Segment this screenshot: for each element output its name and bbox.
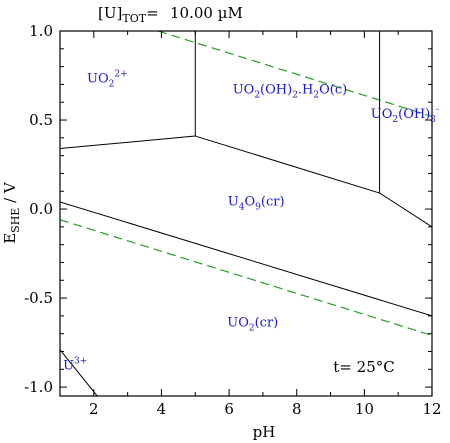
species-label-1: UO22+ bbox=[87, 70, 128, 90]
boundary-line-2 bbox=[195, 135, 432, 228]
plot-frame bbox=[59, 30, 433, 397]
x-axis-label: pH bbox=[253, 423, 276, 441]
species-label-4: U4O9(cr) bbox=[228, 194, 285, 212]
boundary-line-5 bbox=[60, 201, 432, 317]
y-tick-label-3: -0.5 bbox=[24, 289, 53, 307]
x-tick-label-12: 12 bbox=[422, 400, 441, 418]
header-lhs-sub: TOT bbox=[122, 12, 146, 25]
temperature-label: t= 25°C bbox=[333, 358, 394, 376]
species-label-3: UO2(OH)3- bbox=[371, 105, 439, 125]
x-tick-label-2: 2 bbox=[89, 400, 99, 418]
y-tick-label-4: -1.0 bbox=[24, 378, 53, 396]
header-value: 10.00 µM bbox=[170, 4, 243, 22]
x-tick-label-8: 8 bbox=[292, 400, 302, 418]
boundary-line-1 bbox=[60, 135, 196, 150]
x-tick-label-10: 10 bbox=[355, 400, 374, 418]
y-tick-label-2: 0.0 bbox=[29, 200, 53, 218]
x-tick-label-6: 6 bbox=[224, 400, 234, 418]
water-stability-line-2 bbox=[60, 219, 432, 337]
header-eq: = bbox=[146, 4, 159, 22]
water-stability-line-1 bbox=[157, 31, 432, 118]
header-lhs: [U] bbox=[98, 4, 122, 22]
species-label-5: UO2(cr) bbox=[227, 316, 278, 334]
y-tick-label-1: 0.5 bbox=[29, 111, 53, 129]
svg-text:[U]TOT=: [U]TOT= bbox=[98, 4, 159, 25]
y-axis-label: ESHE / V bbox=[1, 181, 22, 244]
y-tick-label-0: 1.0 bbox=[29, 22, 53, 40]
plot-area: 2 4 6 8 10 12 1.0 0.5 0.0 -0.5 -1.0 UO22+ UO2(OH)2.H… bbox=[24, 22, 441, 418]
species-label-2: UO2(OH)2.H2O(c) bbox=[233, 82, 348, 100]
x-tick-label-4: 4 bbox=[157, 400, 167, 418]
boundary-line-6 bbox=[60, 349, 98, 396]
species-label-6: U3+ bbox=[63, 356, 87, 373]
concentration-header: [U]TOT= 10.00 µM bbox=[98, 4, 243, 25]
